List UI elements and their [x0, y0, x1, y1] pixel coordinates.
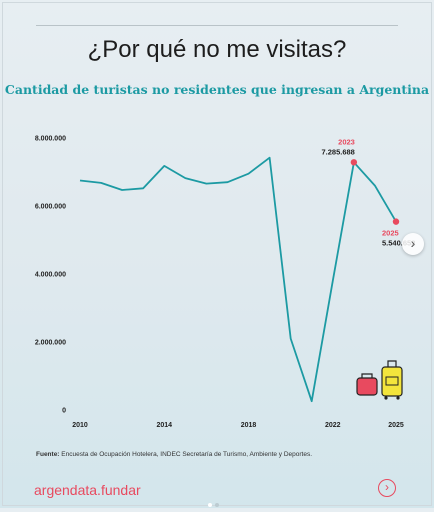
source-label: Fuente:	[36, 451, 60, 458]
x-tick-label: 2010	[72, 422, 88, 429]
y-tick-label: 0	[62, 408, 66, 415]
y-tick-label: 8.000.000	[35, 136, 66, 143]
annotation-value: 7.285.688	[321, 147, 354, 156]
x-tick-label: 2025	[388, 422, 404, 429]
annotation-value: 5.540.652	[382, 239, 415, 248]
y-tick-label: 6.000.000	[35, 204, 66, 211]
y-axis: 0 2.000.000 4.000.000 6.000.000 8.000.000	[35, 136, 66, 415]
x-tick-label: 2022	[325, 422, 341, 429]
brand-logo-text: argendata.fundar	[34, 482, 141, 498]
x-axis: 2010 2014 2018 2022 2025	[72, 422, 404, 429]
carousel-dot[interactable]	[215, 503, 219, 507]
chart-subtitle: Cantidad de turistas no residentes que i…	[4, 82, 430, 97]
y-tick-label: 4.000.000	[35, 272, 66, 279]
highlight-point	[392, 218, 400, 225]
series-line-tourists	[79, 156, 397, 403]
carousel-dot-active[interactable]	[208, 503, 212, 507]
carousel-dots	[208, 494, 222, 512]
chevron-right-icon[interactable]: ›	[378, 479, 396, 497]
page-title: ¿Por qué no me visitas?	[87, 36, 347, 63]
annotation-year: 2023	[338, 137, 355, 146]
suitcase-illustration	[356, 360, 403, 400]
annotation-year: 2025	[382, 229, 399, 238]
y-tick-label: 2.000.000	[35, 340, 66, 347]
carousel-next-button[interactable]: ›	[402, 233, 424, 255]
source-text: Encuesta de Ocupación Hotelera, INDEC Se…	[61, 451, 313, 458]
top-divider	[36, 25, 398, 26]
highlight-point	[350, 159, 358, 166]
x-tick-label: 2014	[156, 422, 172, 429]
x-tick-label: 2018	[241, 422, 257, 429]
highlight-markers	[350, 159, 400, 225]
source-note: Fuente: Encuesta de Ocupación Hotelera, …	[36, 451, 312, 458]
